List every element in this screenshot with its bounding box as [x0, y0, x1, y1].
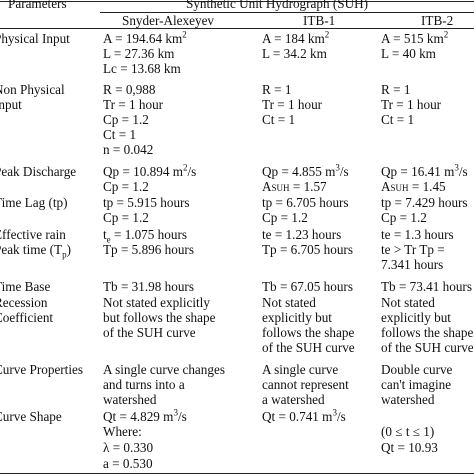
cell-curveprops-c1: and turns into a: [103, 377, 185, 392]
cell-recession-c1: Not stated explicitly: [103, 295, 210, 310]
cell-curveprops-c3: can't imagine: [381, 377, 452, 392]
param-physical: Physical Input: [0, 31, 70, 46]
cell-curveshape-c3: Qt = 10.93: [381, 440, 438, 455]
param-curveshape: Curve Shape: [0, 409, 62, 424]
cell-nonphysical-c1: R = 0,988: [103, 82, 156, 97]
header-parameters: Parameters: [8, 0, 67, 11]
cell-peaktime-c1: Tp = 5.896 hours: [103, 242, 194, 257]
header-col2: ITB-1: [303, 13, 336, 28]
cell-timelag-c2: Cp = 1.2: [262, 210, 308, 225]
header-col1: Snyder-Alexeyev: [122, 13, 215, 28]
cell-recession-c1: but follows the shape: [103, 310, 216, 325]
cell-peak-c1: Cp = 1.2: [103, 179, 149, 194]
cell-effective-c2: te = 1.23 hours: [262, 227, 342, 242]
cell-nonphysical-c3: Tr = 1 hour: [381, 97, 442, 112]
cell-curveshape-c3: (0 ≤ t ≤ 1): [381, 424, 435, 439]
param-recession: Recession: [0, 295, 48, 310]
cell-recession-c2: of the SUH curve: [262, 340, 355, 355]
cell-peak-c1: Qp = 10.894 m2/s: [103, 162, 197, 179]
param-curveprops: Curve Properties: [0, 362, 83, 377]
cell-physical-c2: A = 184 km2: [262, 29, 330, 46]
cell-effective-c3: te = 1.3 hours: [381, 227, 454, 242]
cell-peaktime-c2: Tp = 6.705 hours: [262, 242, 353, 257]
cell-curveshape-c1: Where:: [103, 424, 142, 439]
cell-timelag-c1: Cp = 1.2: [103, 210, 149, 225]
cell-effective-c1: te = 1.075 hours: [103, 227, 187, 245]
cell-timelag-c2: tp = 6.705 hours: [262, 195, 349, 210]
cell-nonphysical-c1: Tr = 1 hour: [103, 97, 164, 112]
cell-curveshape-c1: Qt = 4.829 m3/s: [103, 407, 187, 424]
cell-curveprops-c2: cannot represent: [262, 377, 349, 392]
cell-recession-c1: of the SUH curve: [103, 325, 196, 340]
header-suh: Synthetic Unit Hydrograph (SUH): [186, 0, 369, 11]
cell-peak-c3: Qp = 16.41 m3/s: [381, 162, 468, 179]
cell-recession-c2: follows the shape: [262, 325, 355, 340]
cell-timebase-c2: Tb = 67.05 hours: [262, 279, 353, 294]
cell-curveshape-c1: a = 0.530: [103, 456, 153, 471]
cell-curveprops-c1: watershed: [103, 392, 157, 407]
cell-timebase-c3: Tb = 73.41 hours: [381, 279, 472, 294]
cell-curveshape-c1: λ = 0.330: [103, 440, 154, 455]
cell-timelag-c1: tp = 5.915 hours: [103, 195, 190, 210]
cell-recession-c3: explicitly but: [381, 310, 451, 325]
param-timebase: Time Base: [0, 279, 51, 294]
cell-nonphysical-c3: R = 1: [381, 82, 411, 97]
cell-recession-c2: explicitly but: [262, 310, 332, 325]
cell-recession-c3: of the SUH curve: [381, 340, 474, 355]
cell-nonphysical-c2: Tr = 1 hour: [262, 97, 323, 112]
param-timelag: Time Lag (tp): [0, 195, 68, 210]
cell-recession-c2: Not stated: [262, 295, 316, 310]
param-peaktime: Peak time (Tp): [0, 242, 72, 260]
suh-underline: [100, 12, 474, 13]
cell-timelag-c3: tp = 7.429 hours: [381, 195, 468, 210]
param-peak: Peak Discharge: [0, 164, 77, 179]
cell-nonphysical-c3: Ct = 1: [381, 112, 415, 127]
cell-recession-c3: Not stated: [381, 295, 435, 310]
param-effective: Effective rain: [0, 227, 66, 242]
cell-peak-c2: ASUH = 1.57: [262, 179, 327, 194]
cell-peak-c3: ASUH = 1.45: [381, 179, 446, 194]
header-bottom-rule: [0, 28, 474, 29]
cell-physical-c2: L = 34.2 km: [262, 46, 327, 61]
cell-nonphysical-c2: R = 1: [262, 82, 292, 97]
param-nonphysical: Non Physical: [0, 82, 65, 97]
cell-nonphysical-c2: Ct = 1: [262, 112, 296, 127]
cell-peaktime-c3: 7.341 hours: [381, 257, 444, 272]
cell-recession-c3: follows the shape: [381, 325, 474, 340]
cell-physical-c1: L = 27.36 km: [103, 46, 175, 61]
cell-timelag-c3: Cp = 1.2: [381, 210, 427, 225]
cell-physical-c1: A = 194.64 km2: [103, 29, 187, 46]
cell-curveprops-c3: Double curve: [381, 362, 453, 377]
cell-curveshape-c2: Qt = 0.741 m3/s: [262, 407, 346, 424]
cell-physical-c1: Lc = 13.68 km: [103, 61, 181, 76]
cell-curveprops-c2: A single curve: [262, 362, 339, 377]
cell-nonphysical-c1: Cp = 1.2: [103, 112, 149, 127]
cell-peaktime-c3: te > Tr Tp =: [381, 242, 445, 257]
cell-nonphysical-c1: n = 0.042: [103, 142, 154, 157]
param-nonphysical: Input: [0, 97, 22, 112]
cell-curveprops-c1: A single curve changes: [103, 362, 225, 377]
cell-curveprops-c3: watershed: [381, 392, 435, 407]
cell-nonphysical-c1: Ct = 1: [103, 127, 137, 142]
param-recession: Coefficient: [0, 310, 54, 325]
cell-curveprops-c2: a watershed: [262, 392, 325, 407]
cell-physical-c3: L = 40 km: [381, 46, 436, 61]
header-col3: ITB-2: [421, 13, 454, 28]
cell-timebase-c1: Tb = 31.98 hours: [103, 279, 194, 294]
cell-physical-c3: A = 515 km2: [381, 29, 449, 46]
top-rule: [0, 1, 474, 2]
cell-peak-c2: Qp = 4.855 m3/s: [262, 162, 349, 179]
